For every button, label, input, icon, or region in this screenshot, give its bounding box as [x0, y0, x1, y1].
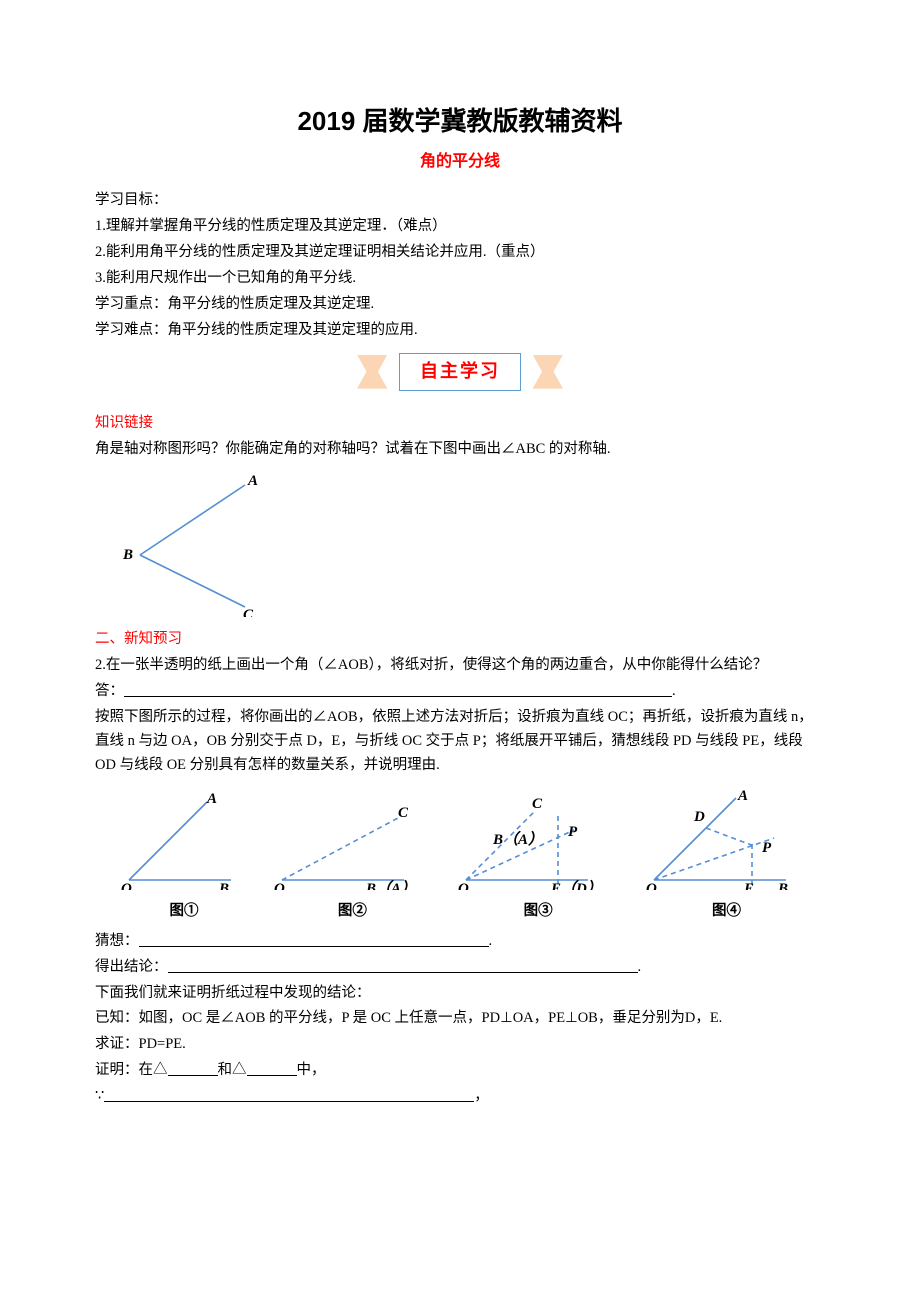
svg-text:E（D）: E（D）	[550, 879, 602, 890]
conclusion-line: 得出结论：.	[95, 956, 825, 980]
banner-chevron-left-icon	[357, 355, 395, 389]
svg-text:B: B	[777, 881, 788, 890]
given-statement: 已知：如图，OC 是∠AOB 的平分线，P 是 OC 上任意一点，PD⊥OA，P…	[95, 1007, 825, 1031]
proof-start: 证明：在△和△中，	[95, 1059, 825, 1083]
preview-question: 2.在一张半透明的纸上画出一个角（∠AOB），将纸对折，使得这个角的两边重合，从…	[95, 654, 825, 678]
svg-text:B: B	[218, 881, 229, 890]
fold-description: 按照下图所示的过程，将你画出的∠AOB，依照上述方法对折后；设折痕为直线 OC；…	[95, 706, 825, 778]
svg-text:A: A	[206, 791, 217, 807]
figure-4-caption: 图④	[644, 900, 809, 924]
label-b: B	[122, 547, 133, 563]
banner-label: 自主学习	[399, 353, 521, 391]
svg-text:C: C	[398, 805, 409, 821]
banner-chevron-right-icon	[525, 355, 563, 389]
svg-text:B（A）: B（A）	[365, 879, 416, 890]
proof-intro: 下面我们就来证明折纸过程中发现的结论：	[95, 982, 825, 1006]
self-study-banner: 自主学习	[95, 353, 825, 398]
knowledge-link-header: 知识链接	[95, 412, 825, 436]
to-prove: 求证：PD=PE.	[95, 1033, 825, 1057]
svg-text:O: O	[646, 881, 657, 890]
section-title: 角的平分线	[95, 149, 825, 175]
svg-text:B（A）: B（A）	[492, 830, 543, 848]
guess-line: 猜想：.	[95, 930, 825, 954]
preview-header: 二、新知预习	[95, 628, 825, 652]
label-a: A	[247, 473, 258, 489]
proof-because: ∵，	[95, 1085, 825, 1109]
svg-text:O: O	[458, 881, 469, 890]
goals-header: 学习目标：	[95, 189, 825, 213]
knowledge-link-question: 角是轴对称图形吗？你能确定角的对称轴吗？试着在下图中画出∠ABC 的对称轴.	[95, 438, 825, 462]
svg-text:E: E	[743, 881, 754, 890]
svg-text:P: P	[762, 840, 772, 856]
figure-2-caption: 图②	[272, 900, 432, 924]
svg-text:A: A	[737, 790, 748, 804]
svg-text:O: O	[274, 881, 285, 890]
label-c: C	[243, 607, 254, 617]
answer-line: 答：.	[95, 680, 825, 704]
goal-2: 2.能利用角平分线的性质定理及其逆定理证明相关结论并应用.（重点）	[95, 241, 825, 265]
svg-text:P: P	[568, 824, 578, 840]
svg-text:D: D	[693, 809, 705, 825]
learning-focus: 学习重点：角平分线的性质定理及其逆定理.	[95, 293, 825, 317]
document-title: 2019 届数学冀教版教辅资料	[95, 100, 825, 143]
figure-1: O A B 图①	[119, 790, 249, 924]
svg-text:O: O	[121, 881, 132, 890]
goal-1: 1.理解并掌握角平分线的性质定理及其逆定理．（难点）	[95, 215, 825, 239]
goal-3: 3.能利用尺规作出一个已知角的角平分线.	[95, 267, 825, 291]
figure-4: O A D P E B 图④	[644, 790, 809, 924]
figure-2: O C B（A） 图②	[272, 790, 432, 924]
figure-3: O C B（A） P E（D） 图③	[456, 790, 621, 924]
figure-row: O A B 图① O C B（A） 图② O C B（A） P E（D） 图③	[95, 790, 825, 924]
angle-abc-diagram: A B C	[115, 467, 295, 617]
figure-3-caption: 图③	[456, 900, 621, 924]
learning-difficulty: 学习难点：角平分线的性质定理及其逆定理的应用.	[95, 319, 825, 343]
figure-1-caption: 图①	[119, 900, 249, 924]
svg-text:C: C	[532, 796, 543, 812]
